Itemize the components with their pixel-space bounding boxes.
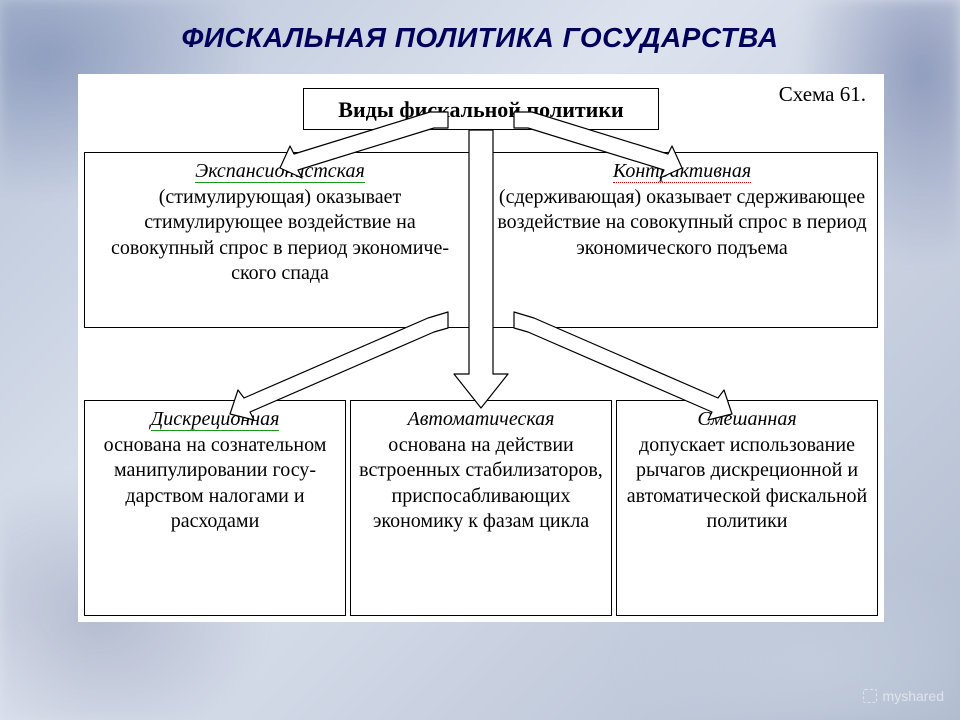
body-automatic: основана на действии встроенных стабили­… xyxy=(359,433,603,535)
term-discretionary: Дискреционная xyxy=(151,408,280,431)
box-discretionary: Дискреционная основана на созна­тельном … xyxy=(84,400,346,616)
box-mixed: Смешанная допускает исполь­зование рычаг… xyxy=(616,400,878,616)
box-automatic: Автоматическая основана на действии встр… xyxy=(350,400,612,616)
term-contractive: Контрактивная xyxy=(613,160,751,183)
term-expansionist: Экспансионистская xyxy=(195,160,365,183)
body-contractive: (сдерживающая) оказывает сдерживающее во… xyxy=(495,185,869,262)
root-box: Виды фискальной политики xyxy=(303,88,659,130)
diagram-container: Схема 61. Виды фискальной политики Экспа… xyxy=(78,74,884,622)
term-automatic: Автоматическая xyxy=(408,408,555,430)
box-contractive: Контрактивная (сдерживающая) оказывает с… xyxy=(486,152,878,328)
watermark-icon xyxy=(863,689,877,703)
term-mixed: Смешанная xyxy=(697,408,796,430)
watermark: myshared xyxy=(863,688,944,704)
slide-title: ФИСКАЛЬНАЯ ПОЛИТИКА ГОСУДАРСТВА xyxy=(0,22,960,54)
body-mixed: допускает исполь­зование рычагов дискрец… xyxy=(625,433,869,535)
body-discretionary: основана на созна­тельном манипу­лирован… xyxy=(93,433,337,535)
watermark-text: myshared xyxy=(883,688,944,704)
box-expansionist: Экспансионистская (стимулирующая) оказыв… xyxy=(84,152,476,328)
scheme-label: Схема 61. xyxy=(779,82,866,107)
body-expansionist: (стимулирующая) оказывает стимулирующее … xyxy=(93,185,467,287)
